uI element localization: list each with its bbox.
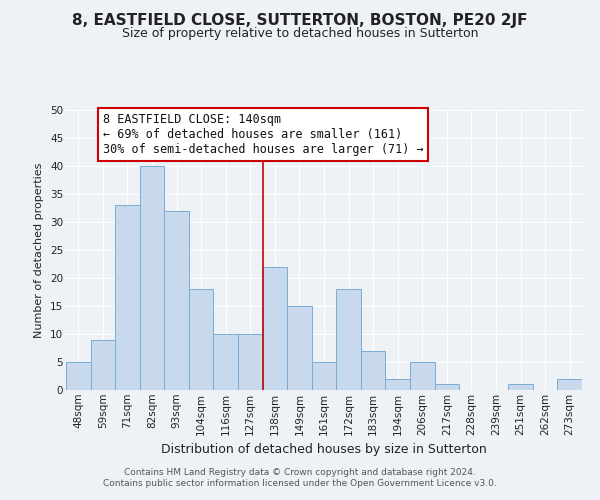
- Y-axis label: Number of detached properties: Number of detached properties: [34, 162, 44, 338]
- Text: Contains HM Land Registry data © Crown copyright and database right 2024.
Contai: Contains HM Land Registry data © Crown c…: [103, 468, 497, 487]
- Bar: [287, 306, 312, 390]
- Bar: [214, 334, 238, 390]
- Bar: [66, 362, 91, 390]
- Bar: [91, 340, 115, 390]
- Bar: [312, 362, 336, 390]
- Bar: [189, 289, 214, 390]
- Bar: [508, 384, 533, 390]
- Text: 8, EASTFIELD CLOSE, SUTTERTON, BOSTON, PE20 2JF: 8, EASTFIELD CLOSE, SUTTERTON, BOSTON, P…: [72, 12, 528, 28]
- Bar: [140, 166, 164, 390]
- Bar: [115, 205, 140, 390]
- Bar: [164, 211, 189, 390]
- Bar: [557, 379, 582, 390]
- Bar: [238, 334, 263, 390]
- X-axis label: Distribution of detached houses by size in Sutterton: Distribution of detached houses by size …: [161, 443, 487, 456]
- Bar: [434, 384, 459, 390]
- Bar: [336, 289, 361, 390]
- Bar: [410, 362, 434, 390]
- Bar: [361, 351, 385, 390]
- Text: 8 EASTFIELD CLOSE: 140sqm
← 69% of detached houses are smaller (161)
30% of semi: 8 EASTFIELD CLOSE: 140sqm ← 69% of detac…: [103, 113, 424, 156]
- Bar: [263, 267, 287, 390]
- Bar: [385, 379, 410, 390]
- Text: Size of property relative to detached houses in Sutterton: Size of property relative to detached ho…: [122, 28, 478, 40]
